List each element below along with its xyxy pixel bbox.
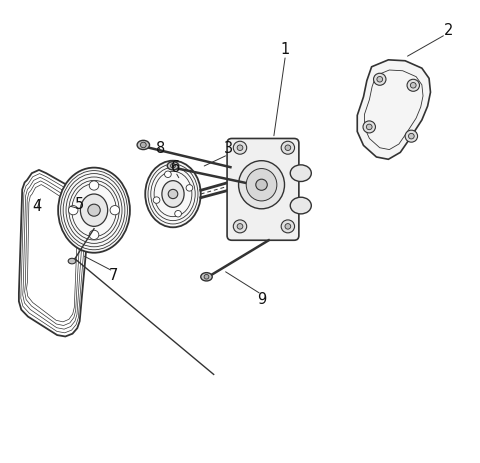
Circle shape — [281, 142, 295, 155]
Circle shape — [141, 143, 146, 149]
Circle shape — [373, 74, 386, 86]
Circle shape — [89, 231, 99, 240]
Circle shape — [170, 164, 175, 169]
Circle shape — [153, 197, 160, 204]
Ellipse shape — [58, 168, 130, 253]
Circle shape — [377, 77, 383, 83]
Circle shape — [285, 224, 291, 230]
Text: 5: 5 — [75, 196, 84, 211]
Circle shape — [237, 224, 243, 230]
Ellipse shape — [162, 181, 184, 208]
Text: 1: 1 — [281, 42, 290, 56]
Circle shape — [363, 122, 375, 134]
Circle shape — [168, 190, 178, 199]
Circle shape — [110, 206, 120, 215]
Circle shape — [233, 142, 247, 155]
Circle shape — [408, 134, 414, 140]
Circle shape — [186, 185, 193, 192]
Circle shape — [410, 83, 416, 89]
Ellipse shape — [80, 194, 108, 227]
FancyBboxPatch shape — [227, 139, 299, 241]
Text: 7: 7 — [108, 268, 118, 283]
Circle shape — [233, 220, 247, 233]
Text: 8: 8 — [156, 141, 166, 156]
Circle shape — [165, 172, 171, 178]
Circle shape — [407, 80, 420, 92]
Text: 4: 4 — [32, 199, 41, 213]
Ellipse shape — [246, 169, 277, 201]
Circle shape — [405, 131, 418, 143]
Circle shape — [175, 211, 181, 218]
Circle shape — [281, 220, 295, 233]
Text: 3: 3 — [224, 141, 233, 156]
Polygon shape — [357, 61, 431, 160]
Text: 6: 6 — [171, 159, 180, 175]
Text: 2: 2 — [444, 23, 453, 38]
Ellipse shape — [167, 162, 179, 170]
Ellipse shape — [201, 273, 212, 282]
Circle shape — [285, 146, 291, 151]
Ellipse shape — [137, 141, 150, 150]
Ellipse shape — [290, 198, 312, 214]
Circle shape — [204, 275, 209, 280]
Circle shape — [89, 181, 99, 191]
Text: 9: 9 — [257, 291, 266, 306]
Circle shape — [69, 206, 78, 215]
Circle shape — [237, 146, 243, 151]
Ellipse shape — [290, 165, 312, 182]
Circle shape — [256, 180, 267, 191]
Circle shape — [88, 205, 100, 217]
Circle shape — [366, 125, 372, 131]
Ellipse shape — [68, 259, 76, 264]
Ellipse shape — [145, 161, 201, 228]
Ellipse shape — [239, 161, 285, 209]
